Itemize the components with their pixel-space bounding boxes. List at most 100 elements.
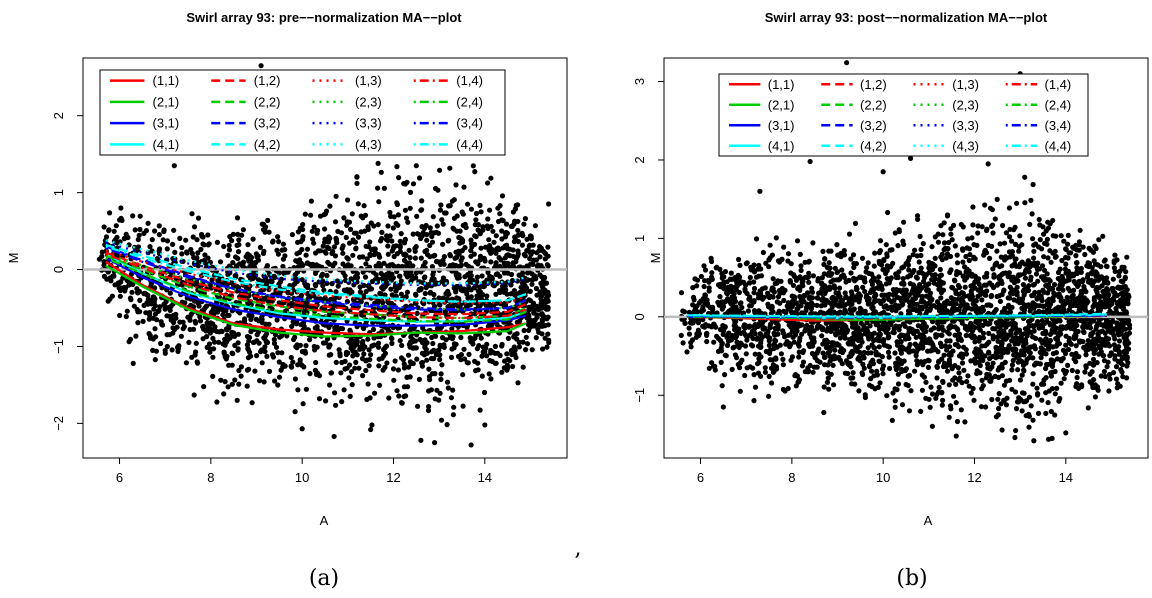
scatter-point [451,226,457,232]
scatter-point [1005,295,1011,301]
scatter-point [397,238,403,244]
scatter-point [1003,402,1010,408]
scatter-point [434,223,440,229]
scatter-point [1014,200,1020,206]
scatter-point [945,329,951,335]
scatter-point [235,346,241,352]
scatter-point [751,279,757,285]
scatter-point [750,365,756,371]
scatter-point [177,319,183,325]
scatter-point [1073,253,1079,259]
scatter-point [941,247,947,253]
scatter-point [1029,211,1035,217]
scatter-point [101,259,107,265]
scatter-point [259,360,265,366]
scatter-point [876,274,882,280]
scatter-point [356,365,362,371]
scatter-point [366,347,372,353]
scatter-point [834,269,840,276]
scatter-point [431,277,437,283]
scatter-point [533,276,539,282]
scatter-point [469,241,475,247]
scatter-point [479,353,485,359]
scatter-point [299,246,305,253]
scatter-point [846,231,853,237]
scatter-point [960,290,966,296]
scatter-point [527,288,533,294]
scatter-point [746,280,752,286]
scatter-point [410,231,416,237]
scatter-point [951,393,957,399]
scatter-point [939,390,945,396]
scatter-point [322,249,328,255]
scatter-point [202,260,208,266]
scatter-point [135,244,142,250]
scatter-point [1055,286,1062,292]
scatter-point [956,353,963,359]
scatter-point [245,345,251,352]
scatter-point [540,346,546,352]
scatter-point [430,340,436,347]
scatter-point [1115,381,1121,387]
scatter-point [765,301,771,307]
scatter-point [756,355,762,362]
scatter-point [543,315,549,321]
scatter-point [346,240,353,246]
scatter-point [724,342,731,348]
scatter-point [970,204,976,210]
scatter-point [497,203,503,209]
scatter-point [1015,367,1021,373]
scatter-point [837,294,843,300]
scatter-point [1065,346,1072,353]
scatter-point [225,384,231,390]
scatter-point [1112,252,1118,258]
scatter-point [508,271,515,278]
scatter-point [884,268,890,274]
scatter-point [206,341,213,347]
scatter-point [294,342,300,348]
separator-comma: , [575,536,582,561]
scatter-point [796,338,803,344]
scatter-point [478,209,484,215]
scatter-point [990,230,996,236]
scatter-point [468,206,474,212]
scatter-point [405,352,412,358]
scatter-point [276,374,283,380]
scatter-point [940,363,947,370]
legend-box [99,69,506,156]
scatter-point [529,281,535,287]
scatter-point [970,385,976,392]
scatter-point [1053,254,1059,260]
scatter-point [178,333,184,339]
scatter-point [848,364,854,370]
scatter-point [299,277,305,283]
scatter-point [468,253,474,259]
scatter-point [1012,434,1018,441]
scatter-point [800,349,806,356]
scatter-point [504,351,510,357]
scatter-point [719,342,725,348]
scatter-point [340,250,346,256]
scatter-point [382,292,388,298]
scatter-point [499,228,505,234]
scatter-point [183,237,189,243]
scatter-point [188,246,194,253]
scatter-point [300,221,306,228]
scatter-point [1124,254,1130,260]
scatter-point [797,294,803,300]
scatter-point [212,324,218,330]
scatter-point [1063,246,1069,252]
scatter-point [1026,349,1032,355]
scatter-point [851,260,857,267]
scatter-point [414,310,420,316]
scatter-point [478,245,484,251]
scatter-point [391,377,397,383]
scatter-point [995,412,1001,418]
scatter-point [1096,237,1102,243]
scatter-point [920,241,926,247]
scatter-point [111,228,117,234]
scatter-point [194,237,200,243]
scatter-point [525,322,532,328]
scatter-point [499,369,505,375]
scatter-point [195,263,201,269]
